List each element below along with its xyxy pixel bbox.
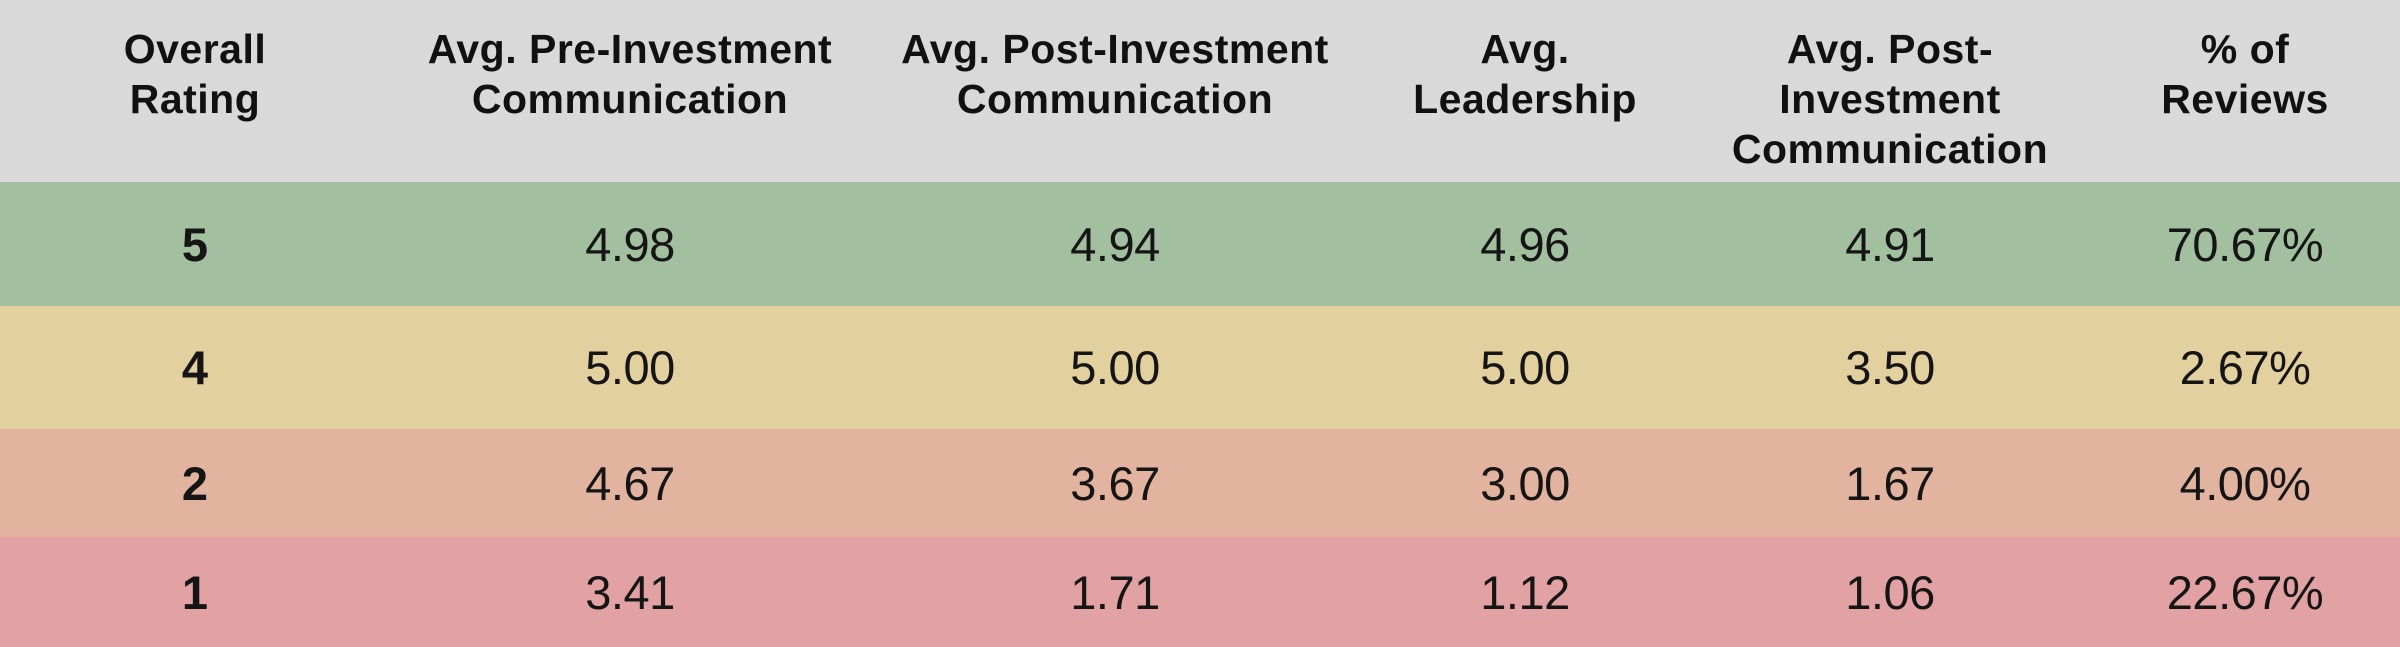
cell-avg-leadership: 1.12	[1480, 565, 1570, 619]
cell-avg-post-investment-communication-2: 3.50	[1845, 341, 1935, 394]
cell-avg-leadership: 4.96	[1480, 217, 1570, 271]
cell-avg-post-investment-communication: 1.71	[1070, 565, 1160, 619]
column-header-avg-pre-investment-communication: Avg. Pre-Investment Communication	[427, 26, 833, 123]
cell-overall-rating: 2	[181, 456, 209, 510]
cell-percent-of-reviews: 22.67%	[2166, 565, 2324, 619]
cell-avg-post-investment-communication: 3.67	[1070, 456, 1160, 510]
table-row-rating-5: 5 4.98 4.94 4.96 4.91 70.67%	[0, 182, 2400, 306]
cell-percent-of-reviews: 70.67%	[2166, 217, 2324, 271]
cell-percent-of-reviews: 4.00%	[2179, 456, 2311, 510]
cell-avg-pre-investment-communication: 4.67	[585, 456, 675, 510]
cell-avg-pre-investment-communication: 5.00	[585, 341, 675, 394]
cell-avg-pre-investment-communication: 3.41	[585, 565, 675, 619]
cell-avg-leadership: 3.00	[1480, 456, 1570, 510]
table-row-rating-4: 4 5.00 5.00 5.00 3.50 2.67%	[0, 306, 2400, 429]
table-header-row: Overall Rating Avg. Pre-Investment Commu…	[0, 0, 2400, 182]
cell-overall-rating: 1	[181, 565, 209, 619]
table-row-rating-1: 1 3.41 1.71 1.12 1.06 22.67%	[0, 537, 2400, 647]
cell-avg-leadership: 5.00	[1480, 341, 1570, 394]
column-header-overall-rating: Overall Rating	[123, 26, 267, 123]
cell-avg-post-investment-communication-2: 1.67	[1845, 456, 1935, 510]
cell-percent-of-reviews: 2.67%	[2179, 341, 2311, 394]
column-header-avg-leadership: Avg. Leadership	[1413, 26, 1637, 123]
cell-avg-pre-investment-communication: 4.98	[585, 217, 675, 271]
column-header-avg-post-investment-communication-2: Avg. Post-Investment Communication	[1731, 26, 2049, 173]
cell-avg-post-investment-communication: 5.00	[1070, 341, 1160, 394]
cell-avg-post-investment-communication: 4.94	[1070, 217, 1160, 271]
cell-avg-post-investment-communication-2: 4.91	[1845, 217, 1935, 271]
column-header-percent-of-reviews: % of Reviews	[2161, 26, 2329, 123]
cell-avg-post-investment-communication-2: 1.06	[1845, 565, 1935, 619]
cell-overall-rating: 5	[181, 217, 209, 271]
cell-overall-rating: 4	[181, 341, 209, 394]
table-row-rating-2: 2 4.67 3.67 3.00 1.67 4.00%	[0, 429, 2400, 537]
column-header-avg-post-investment-communication: Avg. Post-Investment Communication	[901, 26, 1329, 123]
